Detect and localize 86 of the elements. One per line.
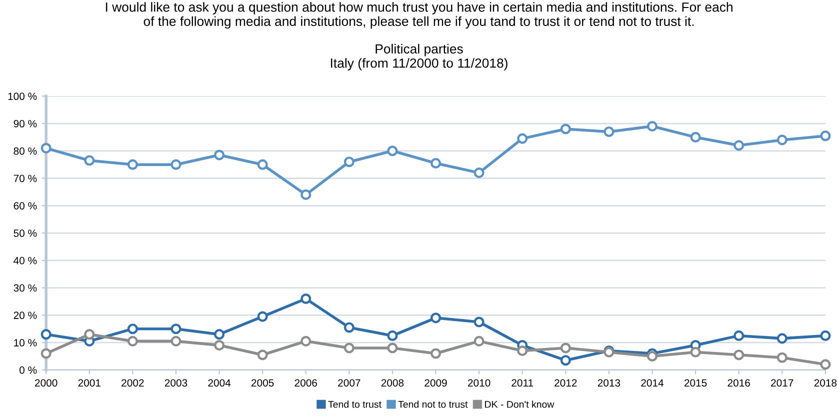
x-tick-label: 2016 xyxy=(728,379,750,387)
point xyxy=(40,348,52,359)
x-tick-label: 2013 xyxy=(598,379,620,387)
point xyxy=(734,140,744,151)
x-tick-label: 2005 xyxy=(252,379,274,387)
x-tick-label: 2002 xyxy=(122,379,144,387)
point xyxy=(560,124,571,134)
point xyxy=(820,359,831,370)
x-tick-label: 2008 xyxy=(381,379,404,387)
point xyxy=(387,342,398,354)
point xyxy=(387,146,398,156)
point xyxy=(300,293,312,304)
x-tick-label: 2018 xyxy=(814,379,837,387)
point xyxy=(170,324,182,334)
point xyxy=(517,345,528,356)
point xyxy=(257,311,268,322)
point xyxy=(300,336,312,346)
point xyxy=(257,350,268,360)
x-tick-label: 2004 xyxy=(208,379,231,387)
point xyxy=(257,159,268,170)
point xyxy=(776,352,788,363)
point xyxy=(474,336,484,346)
point xyxy=(690,132,701,142)
x-tick-label: 2003 xyxy=(164,379,188,387)
x-tick-label: 2014 xyxy=(641,379,664,387)
y-tick-label: 90 % xyxy=(14,120,37,128)
point xyxy=(474,316,484,328)
point xyxy=(40,142,52,154)
x-tick-label: 2009 xyxy=(424,379,447,387)
x-tick-label: 2001 xyxy=(78,379,100,387)
point xyxy=(170,159,182,170)
point xyxy=(734,350,744,360)
y-tick-label: 80 % xyxy=(14,147,37,155)
point xyxy=(646,350,658,362)
point xyxy=(344,322,354,333)
point xyxy=(127,159,138,170)
point xyxy=(560,342,571,354)
point xyxy=(344,342,354,354)
x-tick-label: 2000 xyxy=(35,379,58,387)
chart-subtitle: Political parties Italy (from 11/2000 to 11/2018) xyxy=(330,44,508,70)
legend-label: Tend to trust xyxy=(328,400,382,408)
y-tick-label: 30 % xyxy=(14,284,37,292)
y-tick-label: 50 % xyxy=(14,230,37,237)
point xyxy=(127,324,138,334)
legend-label: Tend not to trust xyxy=(398,400,468,408)
point xyxy=(776,333,788,344)
point xyxy=(776,134,788,146)
point xyxy=(214,150,225,160)
point xyxy=(690,346,701,358)
point xyxy=(430,158,442,168)
y-tick-label: 10 % xyxy=(14,339,37,346)
x-tick-label: 2006 xyxy=(294,379,317,387)
point xyxy=(344,156,354,168)
point xyxy=(820,330,831,341)
x-tick-label: 2011 xyxy=(512,379,534,387)
x-tick-label: 2012 xyxy=(554,379,577,387)
point xyxy=(40,329,52,340)
point xyxy=(430,312,442,324)
point xyxy=(646,120,658,132)
y-tick-label: 70 % xyxy=(14,174,37,182)
point xyxy=(560,355,571,366)
point xyxy=(84,155,95,166)
point xyxy=(387,330,398,341)
point xyxy=(430,348,442,359)
chart-title: I would like to ask you a question about how much trust you have in certain media and institutions. For each of the following media and institutions, please tell me if you tand to trust it or tend not to trust it. xyxy=(106,2,732,29)
y-tick-label: 20 % xyxy=(14,312,37,320)
point xyxy=(170,336,182,346)
point xyxy=(820,130,831,142)
y-tick-label: 0 % xyxy=(20,366,37,374)
point xyxy=(474,168,484,178)
y-tick-label: 60 % xyxy=(14,202,37,210)
y-tick-label: 40 % xyxy=(14,256,37,264)
x-tick-label: 2015 xyxy=(684,379,707,387)
x-tick-label: 2017 xyxy=(771,379,794,387)
point xyxy=(517,133,528,144)
legend-label: DK - Don't know xyxy=(485,400,554,408)
point xyxy=(214,329,225,340)
point xyxy=(734,330,744,341)
x-tick-label: 2010 xyxy=(468,379,490,387)
y-tick-label: 100 % xyxy=(8,92,37,100)
point xyxy=(604,126,614,138)
x-tick-label: 2007 xyxy=(338,379,360,387)
point xyxy=(84,329,95,340)
point xyxy=(127,336,138,346)
point xyxy=(300,189,312,200)
point xyxy=(214,340,225,351)
